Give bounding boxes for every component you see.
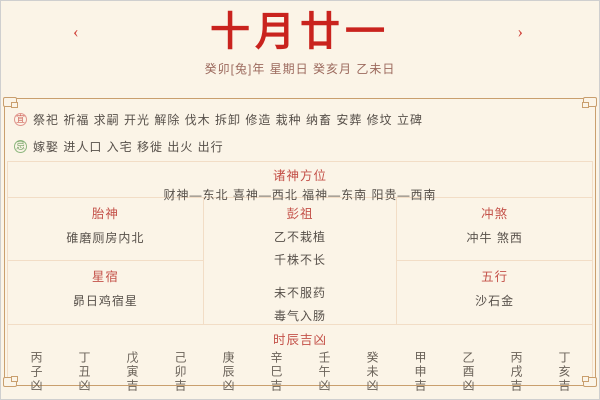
next-day-arrow[interactable]: › [517, 22, 523, 41]
taishen-content: 碓磨厕房内北 [66, 231, 145, 245]
xingxiu-title: 星宿 [91, 270, 119, 284]
hour-item: 乙酉凶 [461, 351, 475, 393]
hour-item: 甲申吉 [413, 351, 427, 393]
chongsha-cell: 冲煞 冲牛 煞西 [397, 198, 592, 260]
suitable-activities: 祭祀 祈福 求嗣 开光 解除 伐木 拆卸 修造 栽种 纳畜 安葬 修坟 立碑 [33, 113, 424, 127]
avoid-row: 忌 嫁娶 进人口 入宅 移徙 出火 出行 [14, 138, 586, 155]
almanac-table: 诸神方位 财神—东北 喜神—西北 福神—东南 阳贵—西南 胎神 碓磨厕房内北 彭… [7, 161, 593, 393]
corner-ornament-bottom-right [582, 376, 597, 387]
hour-item: 己卯吉 [173, 351, 187, 393]
pengzu-line: 千株不长 [273, 253, 326, 267]
hour-item: 丁丑凶 [77, 351, 91, 393]
hour-item: 庚辰凶 [221, 351, 235, 393]
avoid-icon: 忌 [14, 140, 27, 153]
corner-ornament-bottom-left [3, 376, 18, 387]
almanac-panel: 宜 祭祀 祈福 求嗣 开光 解除 伐木 拆卸 修造 栽种 纳畜 安葬 修坟 立碑… [3, 97, 597, 393]
wuxing-cell: 五行 沙石金 [397, 260, 592, 324]
hours-row: 丙子凶 丁丑凶 戊寅吉 己卯吉 庚辰凶 辛巳吉 壬午凶 癸未凶 甲申吉 乙酉凶 … [8, 348, 592, 393]
corner-ornament-top-right [582, 97, 597, 108]
hour-item: 丙子凶 [29, 351, 43, 393]
hours-title: 时辰吉凶 [272, 333, 327, 347]
avoid-activities: 嫁娶 进人口 入宅 移徙 出火 出行 [33, 140, 224, 154]
wuxing-content: 沙石金 [475, 294, 515, 308]
suitable-icon: 宜 [14, 113, 27, 126]
hours-section: 时辰吉凶 丙子凶 丁丑凶 戊寅吉 己卯吉 庚辰凶 辛巳吉 壬午凶 癸未凶 甲申吉… [8, 325, 592, 393]
pengzu-title: 彭祖 [286, 207, 314, 221]
taishen-cell: 胎神 碓磨厕房内北 [8, 198, 203, 260]
hour-item: 丁亥吉 [557, 351, 571, 393]
wuxing-title: 五行 [481, 270, 509, 284]
suitable-row: 宜 祭祀 祈福 求嗣 开光 解除 伐木 拆卸 修造 栽种 纳畜 安葬 修坟 立碑 [14, 111, 586, 128]
gods-direction-section: 诸神方位 财神—东北 喜神—西北 福神—东南 阳贵—西南 [8, 162, 592, 202]
prev-day-arrow[interactable]: ‹ [73, 22, 79, 41]
hour-item: 丙戌吉 [509, 351, 523, 393]
gods-direction-content: 财神—东北 喜神—西北 福神—东南 阳贵—西南 [163, 188, 437, 202]
corner-ornament-top-left [3, 97, 18, 108]
chongsha-title: 冲煞 [481, 207, 509, 221]
taishen-title: 胎神 [91, 207, 119, 221]
ganzhi-date-line: 癸卯[兔]年 星期日 癸亥月 乙未日 [204, 62, 396, 76]
hour-item: 壬午凶 [317, 351, 331, 393]
lunar-date-title: 十月廿一 [210, 9, 390, 54]
hour-item: 癸未凶 [365, 351, 379, 393]
pengzu-line: 未不服药 [273, 286, 326, 300]
header: ‹ 十月廿一 › 癸卯[兔]年 星期日 癸亥月 乙未日 [1, 1, 599, 77]
xingxiu-cell: 星宿 昴日鸡宿星 [8, 260, 203, 324]
xingxiu-content: 昴日鸡宿星 [72, 294, 138, 308]
hour-item: 戊寅吉 [125, 351, 139, 393]
almanac-grid: 胎神 碓磨厕房内北 彭祖 乙不栽植 千株不长 未不服药 毒气入肠 冲煞 冲牛 煞… [8, 198, 592, 325]
pengzu-cell: 彭祖 乙不栽植 千株不长 未不服药 毒气入肠 [202, 198, 398, 324]
hour-item: 辛巳吉 [269, 351, 283, 393]
pengzu-line: 毒气入肠 [273, 309, 326, 323]
pengzu-line: 乙不栽植 [273, 230, 326, 244]
chongsha-content: 冲牛 煞西 [466, 231, 523, 245]
gods-direction-title: 诸神方位 [272, 169, 327, 183]
